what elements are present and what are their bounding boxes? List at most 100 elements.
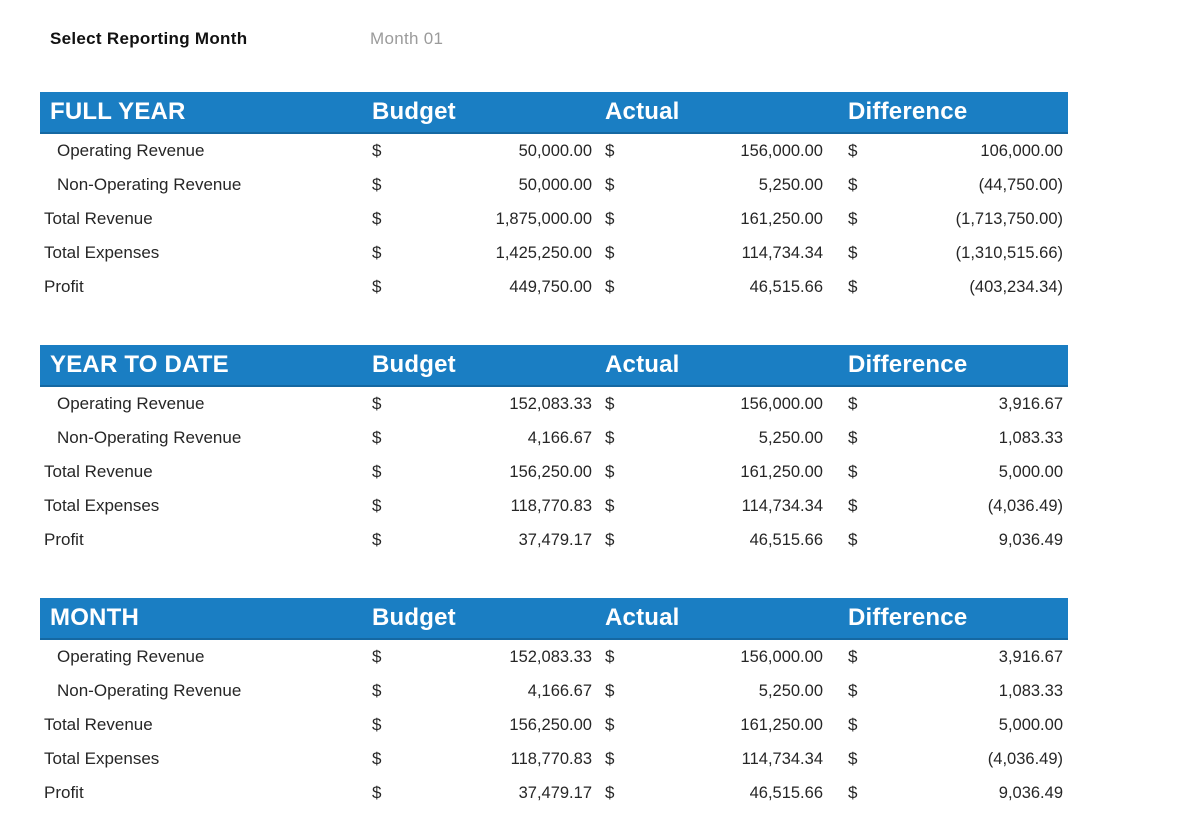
actual-value: 46,515.66: [749, 278, 823, 296]
actual-cell: $46,515.66: [605, 783, 848, 803]
difference-value: (44,750.00): [978, 176, 1063, 194]
currency-symbol: $: [605, 209, 615, 228]
currency-symbol: $: [372, 681, 382, 700]
report-table: MONTH Budget Actual Difference Operating…: [40, 598, 1068, 810]
table-body: Operating Revenue $50,000.00 $156,000.00 $1…: [40, 134, 1068, 304]
budget-cell: $37,479.17: [372, 530, 605, 550]
currency-symbol: $: [372, 462, 382, 481]
budget-cell: $1,425,250.00: [372, 243, 605, 263]
budget-cell: $37,479.17: [372, 783, 605, 803]
currency-symbol: $: [848, 647, 858, 666]
budget-cell: $152,083.33: [372, 394, 605, 414]
actual-cell: $5,250.00: [605, 681, 848, 701]
difference-value: (1,310,515.66): [955, 244, 1063, 262]
difference-cell: $ (1,713,750.00): [848, 209, 1068, 229]
budget-value: 152,083.33: [509, 395, 592, 413]
currency-symbol: $: [372, 243, 382, 262]
table-row: Operating Revenue $152,083.33 $156,000.00 $…: [40, 640, 1068, 674]
table-row: Total Expenses $1,425,250.00 $114,734.34 $(…: [40, 236, 1068, 270]
difference-cell: $ (1,310,515.66): [848, 243, 1068, 263]
currency-symbol: $: [372, 783, 382, 802]
actual-value: 161,250.00: [740, 716, 823, 734]
actual-cell: $161,250.00: [605, 209, 848, 229]
table-row: Profit $37,479.17 $46,515.66 $9,036.49: [40, 523, 1068, 557]
difference-value: (1,713,750.00): [955, 210, 1063, 228]
currency-symbol: $: [372, 394, 382, 413]
budget-value: 156,250.00: [509, 463, 592, 481]
row-label: Profit: [44, 530, 84, 549]
table-row: Total Expenses $118,770.83 $114,734.34 $ (4,…: [40, 742, 1068, 776]
reporting-month-value[interactable]: Month 01: [370, 29, 444, 48]
difference-cell: $9,036.49: [848, 783, 1068, 803]
budget-cell: $4,166.67: [372, 428, 605, 448]
budget-value: 50,000.00: [518, 176, 592, 194]
difference-value: (403,234.34): [969, 278, 1063, 296]
actual-cell: $5,250.00: [605, 175, 848, 195]
table-row: Operating Revenue $50,000.00 $156,000.00 $1…: [40, 134, 1068, 168]
actual-value: 114,734.34: [741, 497, 823, 515]
actual-cell: $46,515.66: [605, 530, 848, 550]
column-header-actual: Actual: [605, 351, 680, 378]
difference-value: 3,916.67: [998, 395, 1063, 413]
budget-cell: $4,166.67: [372, 681, 605, 701]
currency-symbol: $: [605, 175, 615, 194]
actual-cell: $161,250.00: [605, 715, 848, 735]
row-label: Total Expenses: [44, 243, 160, 262]
table-row: Non-Operating Revenue $4,166.67 $5,250.00 $…: [40, 674, 1068, 708]
column-header-difference: Difference: [848, 604, 968, 631]
table-body: Operating Revenue $152,083.33 $156,000.00 $…: [40, 387, 1068, 557]
budget-cell: $156,250.00: [372, 462, 605, 482]
difference-value: 3,916.67: [998, 648, 1063, 666]
row-label: Total Expenses: [44, 496, 160, 515]
currency-symbol: $: [848, 141, 858, 160]
budget-value: 118,770.83: [510, 750, 592, 768]
column-header-budget: Budget: [372, 351, 456, 378]
difference-value: 9,036.49: [998, 531, 1063, 549]
table-row: Non-Operating Revenue $4,166.67 $5,250.00 $…: [40, 421, 1068, 455]
currency-symbol: $: [372, 428, 382, 447]
difference-cell: $5,000.00: [848, 715, 1068, 735]
difference-value: (4,036.49): [987, 750, 1063, 768]
currency-symbol: $: [605, 647, 615, 666]
currency-symbol: $: [372, 141, 382, 160]
report-table: YEAR TO DATE Budget Actual Difference Op…: [40, 345, 1068, 557]
currency-symbol: $: [848, 681, 858, 700]
actual-value: 46,515.66: [749, 531, 823, 549]
currency-symbol: $: [848, 428, 858, 447]
difference-value: 9,036.49: [998, 784, 1063, 802]
budget-value: 152,083.33: [509, 648, 592, 666]
budget-cell: $118,770.83: [372, 496, 605, 516]
currency-symbol: $: [848, 783, 858, 802]
row-label: Total Revenue: [44, 715, 153, 734]
budget-value: 118,770.83: [510, 497, 592, 515]
currency-symbol: $: [605, 394, 615, 413]
column-header-difference: Difference: [848, 351, 968, 378]
row-label: Operating Revenue: [57, 394, 205, 413]
budget-cell: $152,083.33: [372, 647, 605, 667]
currency-symbol: $: [605, 496, 615, 515]
column-header-budget: Budget: [372, 604, 456, 631]
budget-value: 37,479.17: [518, 784, 592, 802]
actual-value: 161,250.00: [740, 463, 823, 481]
currency-symbol: $: [372, 647, 382, 666]
table-body: Operating Revenue $152,083.33 $156,000.00 $…: [40, 640, 1068, 810]
difference-cell: $106,000.00: [848, 141, 1068, 161]
difference-value: 5,000.00: [998, 463, 1063, 481]
currency-symbol: $: [372, 175, 382, 194]
currency-symbol: $: [848, 277, 858, 296]
difference-cell: $3,916.67: [848, 647, 1068, 667]
currency-symbol: $: [848, 749, 858, 768]
actual-value: 156,000.00: [740, 648, 823, 666]
currency-symbol: $: [605, 428, 615, 447]
difference-cell: $9,036.49: [848, 530, 1068, 550]
table-row: Operating Revenue $152,083.33 $156,000.00 $…: [40, 387, 1068, 421]
currency-symbol: $: [605, 141, 615, 160]
difference-value: 1,083.33: [998, 429, 1063, 447]
table-row: Profit $449,750.00 $46,515.66 $ (403,234.34): [40, 270, 1068, 304]
difference-cell: $5,000.00: [848, 462, 1068, 482]
actual-cell: $156,000.00: [605, 647, 848, 667]
difference-cell: $ (4,036.49): [848, 749, 1068, 769]
budget-value: 4,166.67: [527, 429, 592, 447]
currency-symbol: $: [848, 462, 858, 481]
